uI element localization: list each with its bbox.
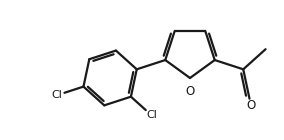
Text: Cl: Cl [51, 90, 62, 100]
Text: Cl: Cl [146, 110, 157, 120]
Text: O: O [246, 99, 256, 112]
Text: O: O [185, 85, 195, 98]
